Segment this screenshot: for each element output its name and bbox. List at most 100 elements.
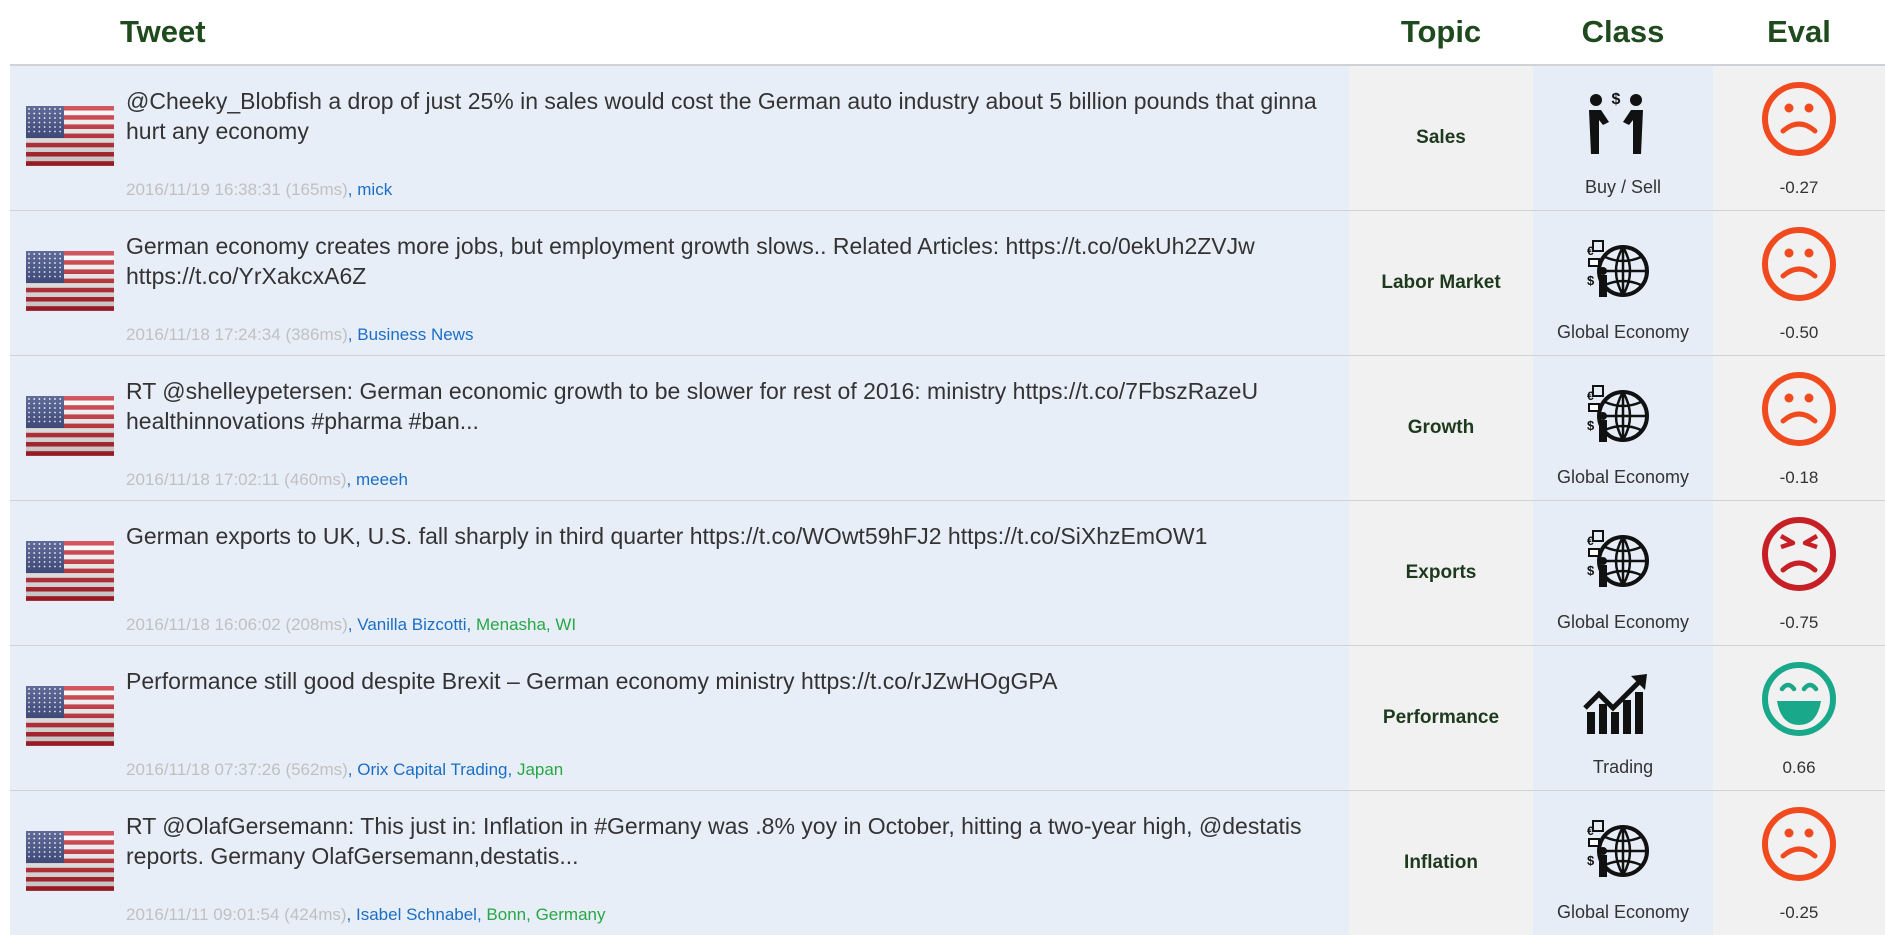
location[interactable]: Menasha, WI xyxy=(476,615,577,634)
eval-cell: -0.75 xyxy=(1713,501,1885,645)
separator xyxy=(348,760,357,779)
username[interactable]: Orix Capital Trading xyxy=(357,760,508,779)
svg-text:$: $ xyxy=(1587,563,1595,578)
class-icon: $ xyxy=(1581,88,1665,163)
tweet-text: German economy creates more jobs, but em… xyxy=(126,233,1255,289)
tweet-cell: Performance still good despite Brexit – … xyxy=(10,646,1349,790)
svg-text:$: $ xyxy=(1587,853,1595,868)
topic-cell: Growth xyxy=(1349,356,1533,500)
username[interactable]: Isabel Schnabel xyxy=(355,905,477,924)
header-tweet: Tweet xyxy=(120,14,206,49)
topic-cell: Labor Market xyxy=(1349,211,1533,355)
class-icon xyxy=(1581,668,1665,743)
sentiment-face xyxy=(1757,661,1841,744)
class-cell: € $ Global Economy xyxy=(1533,501,1713,645)
tweet-row: @Cheeky_Blobfish a drop of just 25% in s… xyxy=(10,66,1885,212)
sentiment-face xyxy=(1757,516,1841,599)
eval-cell: -0.18 xyxy=(1713,356,1885,500)
country-flag xyxy=(26,396,114,461)
separator xyxy=(467,615,476,634)
tweet-meta: 2016/11/18 07:37:26 (562ms) Orix Capital … xyxy=(126,760,563,780)
eval-score: -0.50 xyxy=(1779,323,1819,342)
username[interactable]: meeeh xyxy=(355,470,408,489)
separator xyxy=(507,760,516,779)
timestamp: 2016/11/11 09:01:54 (424ms) xyxy=(126,905,347,924)
header-topic: Topic xyxy=(1400,14,1482,49)
country-flag xyxy=(26,831,114,896)
sentiment-face xyxy=(1757,226,1841,309)
class-icon: € $ xyxy=(1581,523,1665,598)
class-icon: € $ xyxy=(1581,233,1665,308)
header-eval: Eval xyxy=(1767,14,1831,49)
tweet-cell: German exports to UK, U.S. fall sharply … xyxy=(10,501,1349,645)
location[interactable]: Japan xyxy=(516,760,564,779)
class-label: Global Economy xyxy=(1556,322,1690,342)
header-rule xyxy=(10,64,1885,66)
country-flag xyxy=(26,686,114,751)
tweet-row: German exports to UK, U.S. fall sharply … xyxy=(10,501,1885,647)
separator xyxy=(348,615,357,634)
separator xyxy=(477,905,486,924)
tweet-row: German economy creates more jobs, but em… xyxy=(10,211,1885,357)
class-cell: € $ Global Economy xyxy=(1533,791,1713,935)
eval-score: 0.66 xyxy=(1782,758,1816,777)
tweet-meta: 2016/11/18 16:06:02 (208ms) Vanilla Bizco… xyxy=(126,615,576,635)
location[interactable]: Bonn, Germany xyxy=(486,905,606,924)
class-label: Global Economy xyxy=(1556,467,1690,487)
class-cell: € $ Global Economy xyxy=(1533,211,1713,355)
eval-score: -0.18 xyxy=(1779,468,1819,487)
tweet-cell: German economy creates more jobs, but em… xyxy=(10,211,1349,355)
separator xyxy=(348,325,357,344)
sentiment-face xyxy=(1757,806,1841,889)
timestamp: 2016/11/18 17:24:34 (386ms) xyxy=(126,325,348,344)
separator xyxy=(348,180,357,199)
class-label: Buy / Sell xyxy=(1584,177,1662,197)
tweet-cell: @Cheeky_Blobfish a drop of just 25% in s… xyxy=(10,66,1349,210)
topic-cell: Performance xyxy=(1349,646,1533,790)
topic-cell: Sales xyxy=(1349,66,1533,210)
sentiment-face xyxy=(1757,81,1841,164)
tweet-row: Performance still good despite Brexit – … xyxy=(10,646,1885,792)
class-cell: Trading xyxy=(1533,646,1713,790)
eval-cell: -0.25 xyxy=(1713,791,1885,935)
svg-text:$: $ xyxy=(1587,418,1595,433)
country-flag xyxy=(26,541,114,606)
topic-cell: Inflation xyxy=(1349,791,1533,935)
header-class: Class xyxy=(1581,14,1665,49)
tweet-cell: RT @OlafGersemann: This just in: Inflati… xyxy=(10,791,1349,935)
svg-text:€: € xyxy=(1587,824,1594,838)
tweet-text: RT @OlafGersemann: This just in: Inflati… xyxy=(126,813,1302,869)
separator xyxy=(347,470,356,489)
class-label: Global Economy xyxy=(1556,612,1690,632)
timestamp: 2016/11/19 16:38:31 (165ms) xyxy=(126,180,348,199)
topic-cell: Exports xyxy=(1349,501,1533,645)
eval-cell: 0.66 xyxy=(1713,646,1885,790)
class-cell: $ Buy / Sell xyxy=(1533,66,1713,210)
timestamp: 2016/11/18 16:06:02 (208ms) xyxy=(126,615,348,634)
tweet-text: @Cheeky_Blobfish a drop of just 25% in s… xyxy=(126,88,1317,144)
separator xyxy=(347,905,356,924)
sentiment-face xyxy=(1757,371,1841,454)
tweet-meta: 2016/11/18 17:02:11 (460ms) meeeh xyxy=(126,470,408,490)
country-flag xyxy=(26,106,114,171)
tweet-meta: 2016/11/11 09:01:54 (424ms) Isabel Schnab… xyxy=(126,905,605,925)
svg-text:$: $ xyxy=(1612,91,1621,108)
eval-score: -0.75 xyxy=(1779,613,1819,632)
tweet-text: German exports to UK, U.S. fall sharply … xyxy=(126,523,1208,549)
svg-text:€: € xyxy=(1587,534,1594,548)
tweet-row: RT @OlafGersemann: This just in: Inflati… xyxy=(10,791,1885,935)
tweet-text: RT @shelleypetersen: German economic gro… xyxy=(126,378,1259,434)
eval-score: -0.25 xyxy=(1779,903,1819,922)
username[interactable]: Business News xyxy=(357,325,474,344)
tweet-text: Performance still good despite Brexit – … xyxy=(126,668,1058,694)
eval-score: -0.27 xyxy=(1779,178,1819,197)
class-icon: € $ xyxy=(1581,378,1665,453)
username[interactable]: mick xyxy=(357,180,393,199)
timestamp: 2016/11/18 17:02:11 (460ms) xyxy=(126,470,347,489)
svg-text:€: € xyxy=(1587,244,1594,258)
username[interactable]: Vanilla Bizcotti xyxy=(357,615,467,634)
class-label: Trading xyxy=(1592,757,1654,777)
tweet-cell: RT @shelleypetersen: German economic gro… xyxy=(10,356,1349,500)
class-cell: € $ Global Economy xyxy=(1533,356,1713,500)
